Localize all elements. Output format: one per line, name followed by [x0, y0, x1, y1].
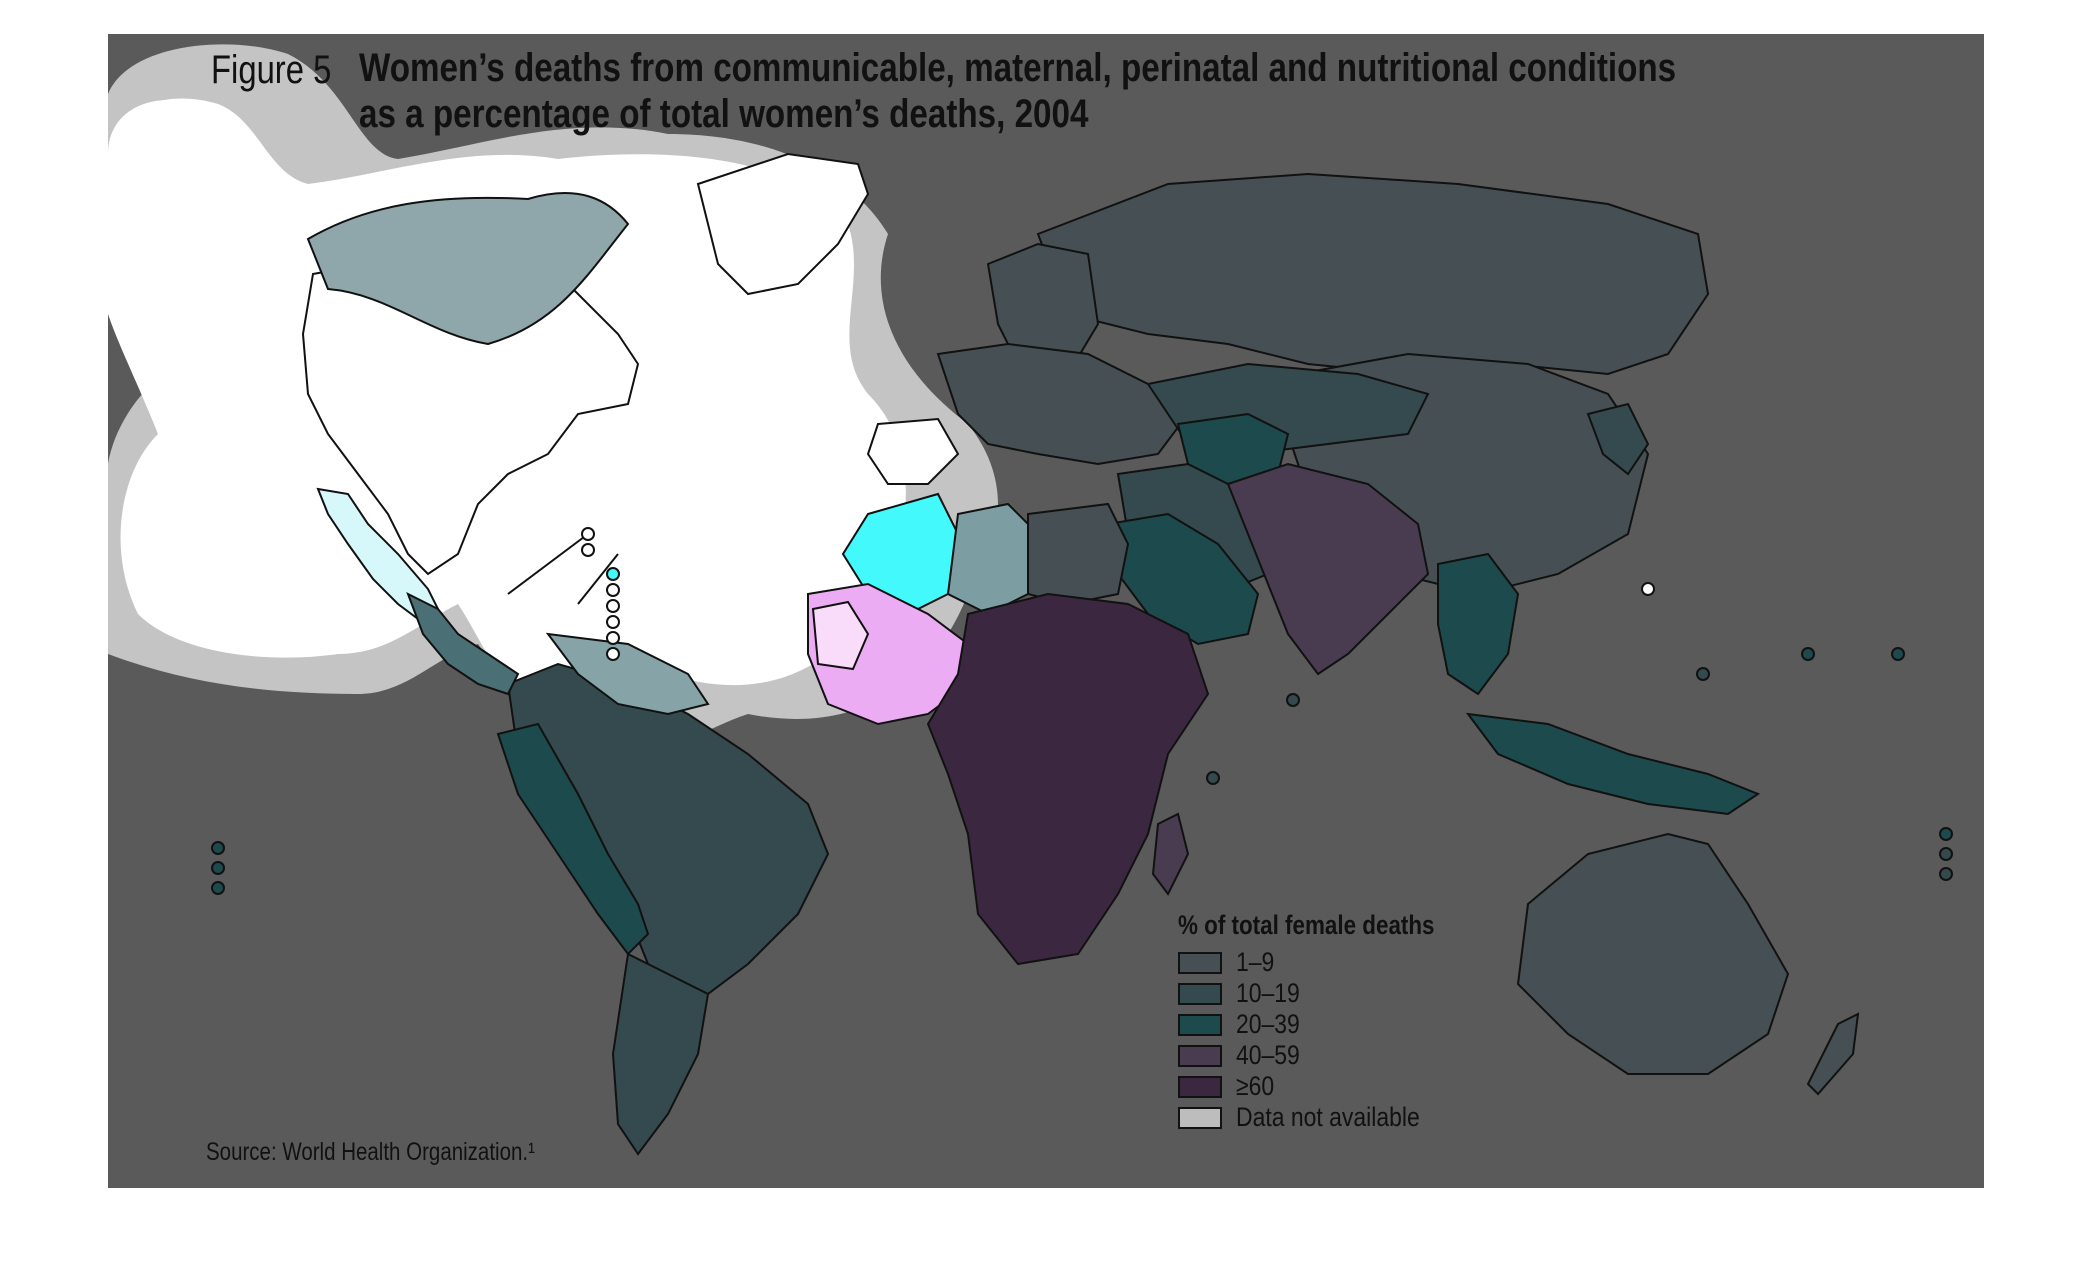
central-america — [406, 591, 520, 696]
west-africa-lightpink — [811, 600, 870, 671]
legend-title: % of total female deaths — [1178, 910, 1435, 940]
legend-label: Data not available — [1236, 1102, 1420, 1132]
madagascar — [1151, 812, 1190, 896]
legend-swatch — [1178, 1075, 1222, 1098]
andes-west — [496, 722, 650, 956]
north-africa-gray — [946, 502, 1040, 616]
island-marker — [1801, 647, 1815, 661]
figure-title-line2: as a percentage of total women’s deaths,… — [359, 92, 1089, 136]
australia — [1516, 832, 1790, 1075]
alaska-canada-band — [306, 192, 630, 346]
legend-item: 20–39 — [1178, 1009, 1487, 1040]
europe — [936, 342, 1190, 466]
legend-swatch — [1178, 1013, 1222, 1036]
map-legend: % of total female deaths 1–9 10–19 20–39 40… — [1178, 910, 1487, 1133]
south-asia — [1226, 462, 1430, 676]
world-map — [108, 44, 1953, 1156]
legend-swatch — [1178, 982, 1222, 1005]
egypt-libya — [1027, 502, 1130, 606]
island-marker — [1696, 667, 1710, 681]
legend-item: ≥60 — [1178, 1071, 1487, 1102]
island-marker — [1641, 582, 1655, 596]
japan-korea — [1586, 402, 1650, 476]
figure-label: Figure 5 — [211, 48, 332, 92]
legend-label: 40–59 — [1236, 1040, 1300, 1070]
south-america-south — [611, 952, 710, 1156]
legend-label: 20–39 — [1236, 1009, 1300, 1039]
figure-title-line1: Women’s deaths from communicable, matern… — [359, 46, 1677, 90]
legend-item: 1–9 — [1178, 947, 1487, 978]
island-marker — [211, 841, 225, 855]
legend-label: 1–9 — [1236, 947, 1275, 977]
legend-item: 10–19 — [1178, 978, 1487, 1009]
legend-items: 1–9 10–19 20–39 40–59 ≥60 Data not available — [1178, 947, 1487, 1133]
island-marker — [1206, 771, 1220, 785]
caribbean-coast — [545, 632, 710, 716]
map-panel: Figure 5 Women’s deaths from communicabl… — [108, 34, 1984, 1188]
legend-swatch — [1178, 1044, 1222, 1067]
arabia — [1106, 512, 1260, 646]
scandinavia — [986, 242, 1100, 376]
indonesia — [1465, 712, 1761, 816]
legend-item: 40–59 — [1178, 1040, 1487, 1071]
sub-saharan-africa — [926, 592, 1210, 966]
island-marker — [1891, 647, 1905, 661]
island-marker — [1939, 827, 1953, 841]
legend-label: 10–19 — [1236, 978, 1300, 1008]
southeast-asia — [1437, 552, 1520, 696]
legend-item: Data not available — [1178, 1102, 1487, 1133]
island-marker — [211, 861, 225, 875]
legend-label: ≥60 — [1236, 1071, 1275, 1101]
north-africa-cyan — [841, 492, 960, 616]
legend-swatch — [1178, 1106, 1222, 1129]
legend-swatch — [1178, 951, 1222, 974]
caribbean-callout — [507, 527, 620, 661]
greenland-outline — [696, 152, 870, 296]
source-note: Source: World Health Organization.¹ — [206, 1138, 535, 1166]
new-zealand — [1806, 1012, 1860, 1096]
island-marker — [211, 881, 225, 895]
island-marker — [1939, 867, 1953, 881]
island-marker — [1286, 693, 1300, 707]
iberia-white — [866, 417, 960, 485]
island-marker — [1939, 847, 1953, 861]
halo-hole — [108, 100, 254, 260]
russia — [1036, 172, 1710, 376]
